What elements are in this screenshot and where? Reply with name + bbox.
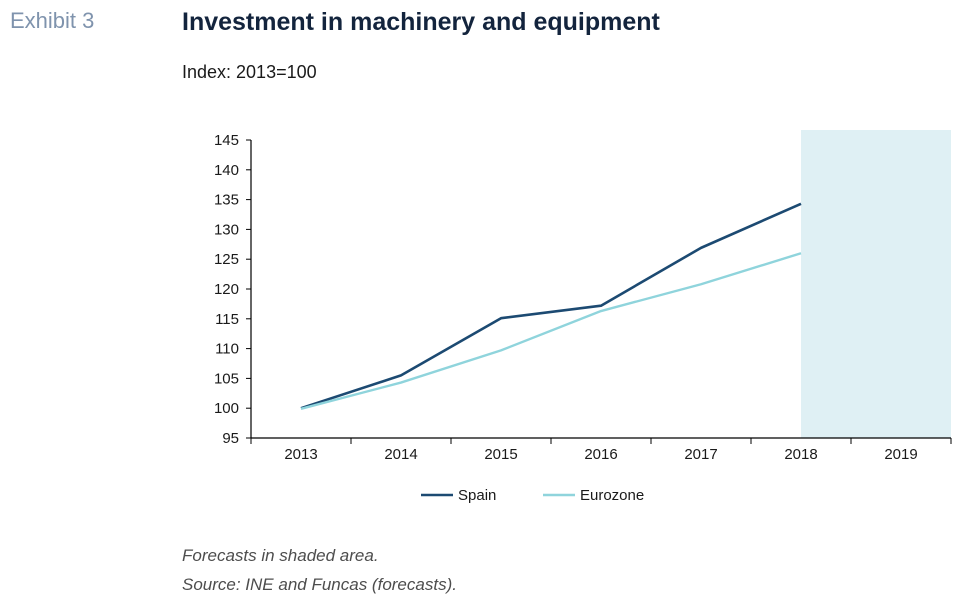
y-tick-label: 110 <box>215 341 239 358</box>
y-tick-label: 145 <box>214 132 239 149</box>
legend-label-eurozone: Eurozone <box>580 487 644 504</box>
y-tick-label: 125 <box>214 251 239 268</box>
series-lines <box>300 202 802 410</box>
source-note: Source: INE and Funcas (forecasts). <box>182 575 457 594</box>
chart-legend: Spain Eurozone <box>421 487 644 504</box>
x-tick-label: 2015 <box>484 446 517 463</box>
legend-label-spain: Spain <box>458 487 496 504</box>
y-tick-label: 100 <box>214 400 239 417</box>
series-line-spain <box>300 202 802 410</box>
axis-ticks: 95 100 105 110 115 120 125 130 135 140 145 2013 2014… <box>214 132 952 463</box>
y-tick-label: 120 <box>214 281 239 298</box>
y-tick-label: 130 <box>214 221 239 238</box>
exhibit-label: Exhibit 3 <box>10 8 95 33</box>
y-tick-label: 115 <box>215 311 239 328</box>
y-tick-label: 105 <box>214 370 239 387</box>
y-tick-label: 140 <box>214 162 239 179</box>
x-tick-label: 2019 <box>884 446 917 463</box>
y-tick-label: 135 <box>214 192 239 209</box>
x-tick-label: 2017 <box>684 446 717 463</box>
series-line-eurozone <box>300 252 802 410</box>
x-tick-label: 2018 <box>784 446 817 463</box>
y-tick-label: 95 <box>222 430 239 447</box>
x-tick-label: 2016 <box>584 446 617 463</box>
forecast-shaded-area <box>801 130 951 438</box>
chart-subtitle: Index: 2013=100 <box>182 62 317 82</box>
x-tick-label: 2013 <box>284 446 317 463</box>
chart-title: Investment in machinery and equipment <box>182 8 660 36</box>
forecast-note: Forecasts in shaded area. <box>182 546 379 565</box>
x-tick-label: 2014 <box>384 446 417 463</box>
